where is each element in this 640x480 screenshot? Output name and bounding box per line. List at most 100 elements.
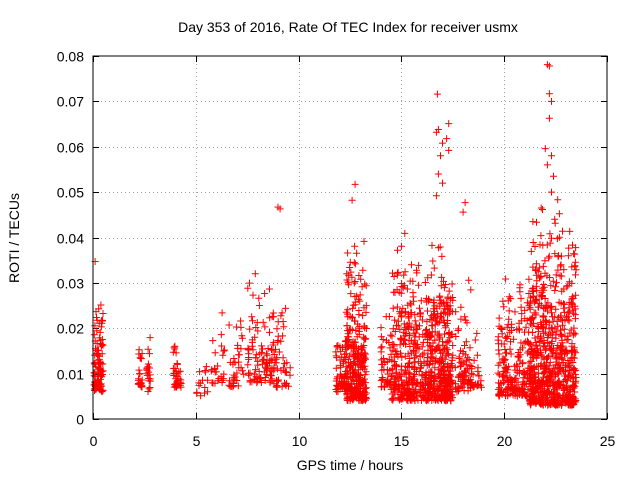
data-point <box>542 377 550 385</box>
data-point <box>261 290 269 297</box>
data-point <box>388 365 396 373</box>
data-point <box>455 387 462 395</box>
data-point <box>400 392 408 400</box>
data-point <box>425 334 433 342</box>
data-point <box>568 342 576 350</box>
data-point <box>344 313 352 321</box>
data-point <box>553 344 561 352</box>
data-point <box>541 257 549 265</box>
data-point <box>541 305 549 313</box>
data-point <box>428 322 436 330</box>
data-point <box>94 346 102 354</box>
data-point <box>535 396 543 404</box>
data-point <box>351 260 359 268</box>
data-point <box>202 363 210 371</box>
data-point <box>463 319 471 327</box>
data-point <box>246 369 254 377</box>
data-point <box>461 342 468 349</box>
data-point <box>434 397 442 405</box>
data-point <box>234 341 242 349</box>
data-point <box>418 372 426 380</box>
data-point <box>536 241 544 249</box>
data-point <box>396 371 404 379</box>
data-point <box>520 388 527 396</box>
data-point <box>548 234 555 242</box>
data-point <box>423 397 431 405</box>
data-point <box>411 349 419 357</box>
data-point <box>529 329 537 336</box>
data-point <box>431 328 439 336</box>
data-point <box>432 385 440 392</box>
data-point <box>570 250 578 258</box>
data-point <box>532 342 540 350</box>
data-point <box>572 291 580 299</box>
data-point <box>359 266 367 274</box>
data-point <box>377 383 385 391</box>
data-point <box>257 379 265 386</box>
data-point <box>400 320 408 328</box>
data-point <box>571 370 579 378</box>
data-point <box>560 266 568 274</box>
data-point <box>97 301 105 309</box>
data-point <box>559 347 567 355</box>
data-point <box>451 364 459 372</box>
data-point <box>93 327 101 335</box>
data-point <box>97 359 105 367</box>
data-point <box>219 351 227 359</box>
data-point <box>424 346 432 354</box>
data-point <box>342 308 350 316</box>
data-point <box>500 303 508 311</box>
data-point <box>455 355 463 362</box>
data-point <box>538 293 545 301</box>
data-point <box>527 340 535 348</box>
data-point <box>510 335 518 343</box>
data-point <box>361 371 369 379</box>
data-point <box>501 363 509 371</box>
data-point <box>549 381 557 389</box>
data-point <box>443 301 451 309</box>
data-point <box>566 329 574 337</box>
data-point <box>405 369 413 377</box>
data-point <box>543 272 551 280</box>
data-point <box>528 321 536 329</box>
data-point <box>348 273 356 281</box>
data-point <box>267 371 275 379</box>
data-point <box>461 313 469 321</box>
data-point <box>332 364 340 372</box>
data-point <box>172 369 180 377</box>
data-point <box>406 331 414 339</box>
data-point <box>264 362 272 370</box>
data-point <box>456 358 464 366</box>
data-point <box>347 375 355 383</box>
data-point <box>398 283 406 290</box>
data-point <box>555 360 563 368</box>
data-point <box>393 347 401 355</box>
data-point <box>506 328 514 336</box>
data-point <box>529 313 537 321</box>
data-point <box>334 342 342 349</box>
data-point <box>508 327 515 334</box>
data-point <box>248 338 256 346</box>
data-point <box>502 334 510 342</box>
data-point <box>230 380 238 387</box>
data-point <box>494 361 502 369</box>
data-point <box>361 375 368 383</box>
data-point <box>97 342 105 350</box>
data-point <box>514 362 522 370</box>
data-point <box>333 388 341 396</box>
data-point <box>559 321 567 329</box>
data-point <box>431 307 438 315</box>
data-point <box>569 378 577 386</box>
data-point <box>521 306 529 314</box>
data-point <box>264 345 272 352</box>
data-point <box>569 353 577 361</box>
data-point <box>570 354 578 362</box>
data-point <box>258 360 266 368</box>
data-point <box>345 281 353 289</box>
data-point <box>565 373 573 381</box>
data-point <box>445 146 453 154</box>
data-point <box>270 351 278 358</box>
data-point <box>557 343 565 351</box>
data-point <box>427 333 434 341</box>
data-point <box>401 229 409 237</box>
